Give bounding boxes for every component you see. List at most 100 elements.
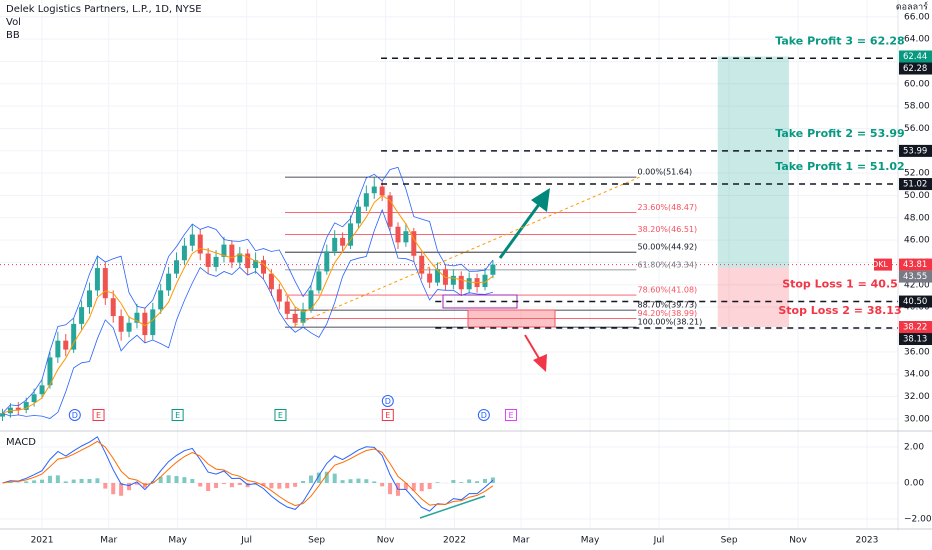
event-marker: E xyxy=(92,409,105,421)
candle-body xyxy=(213,256,219,267)
macd-histogram xyxy=(87,478,92,483)
x-tick-label: 2021 xyxy=(31,536,54,546)
candle-body xyxy=(23,402,29,410)
y-tick-label: 30.00 xyxy=(904,414,930,424)
event-marker: D xyxy=(381,395,394,407)
macd-histogram xyxy=(8,481,13,483)
price-tag-label: 43.55 xyxy=(903,272,927,282)
macd-histogram xyxy=(182,477,187,483)
candle-body xyxy=(403,231,409,243)
macd-histogram xyxy=(190,478,195,483)
fib-label: 61.80%(43.34) xyxy=(638,260,698,269)
macd-histogram xyxy=(229,482,234,488)
candle-body xyxy=(292,313,298,323)
candle-body xyxy=(324,251,330,272)
price-tag-label: 38.13 xyxy=(903,335,927,345)
down-arrow xyxy=(524,334,541,361)
level-label: Stop Loss 2 = 38.13 xyxy=(778,304,901,317)
symbol-tag-bg xyxy=(874,258,892,271)
price-tag xyxy=(899,258,932,271)
level-label: Take Profit 3 = 62.28 xyxy=(775,34,904,47)
x-tick-label: Jul xyxy=(240,536,252,546)
event-marker: E xyxy=(171,409,184,421)
moving-average xyxy=(2,194,494,414)
event-icon xyxy=(381,395,394,407)
candle-body xyxy=(268,273,274,290)
y-tick-label: 34.00 xyxy=(904,370,930,380)
price-tag xyxy=(899,50,932,63)
candle-body xyxy=(316,271,322,291)
x-tick-label: Nov xyxy=(377,536,395,546)
candle-body xyxy=(387,195,393,227)
macd-histogram xyxy=(127,482,132,491)
macd-histogram xyxy=(380,482,385,487)
candle-body xyxy=(126,322,132,332)
macd-histogram xyxy=(467,479,472,483)
macd-histogram xyxy=(24,481,29,483)
candle-body xyxy=(55,340,61,358)
event-icon xyxy=(68,409,81,421)
event-icon xyxy=(504,409,517,421)
candle-body xyxy=(47,357,53,386)
event-icon xyxy=(477,409,490,421)
macd-trend-line xyxy=(419,495,486,519)
candle-body xyxy=(379,186,385,196)
candle-body xyxy=(150,309,156,336)
macd-histogram xyxy=(206,482,211,491)
macd-tick-label: −2.00 xyxy=(904,514,932,524)
price-tag xyxy=(899,270,932,283)
x-tick-label: May xyxy=(168,536,187,546)
candle-body xyxy=(181,245,187,261)
level-label: Stop Loss 1 = 40.5 xyxy=(782,278,898,291)
down-arrow-head xyxy=(533,354,547,372)
macd-histogram xyxy=(427,482,432,490)
macd-histogram xyxy=(79,478,84,483)
y-tick-label: 52.00 xyxy=(904,169,930,179)
candle-body xyxy=(450,275,456,285)
price-tag-label: 43.81 xyxy=(903,260,927,270)
price-tag xyxy=(899,295,932,308)
macd-histogram xyxy=(166,475,171,483)
price-tag-label: 51.02 xyxy=(903,180,927,190)
bb-upper xyxy=(2,166,494,414)
up-arrow-head xyxy=(531,188,550,212)
x-tick-label: Sep xyxy=(308,536,325,546)
event-icon xyxy=(381,409,394,421)
x-tick-label: May xyxy=(581,536,600,546)
candle-body xyxy=(435,269,441,283)
macd-histogram xyxy=(340,480,345,483)
candle-body xyxy=(229,244,235,263)
macd-histogram xyxy=(261,482,266,487)
candle-body xyxy=(118,316,124,332)
candle-body xyxy=(79,307,85,324)
fib-label: 0.00%(51.64) xyxy=(638,168,693,177)
event-label: D xyxy=(481,411,487,420)
candle-body xyxy=(363,193,369,207)
y-tick-label: 58.00 xyxy=(904,102,930,112)
loss-zone xyxy=(717,267,789,328)
macd-label: MACD xyxy=(6,437,36,448)
y-tick-label: 56.00 xyxy=(904,124,930,134)
candle-body xyxy=(205,253,211,267)
macd-histogram xyxy=(63,481,68,483)
y-tick-label: 32.00 xyxy=(904,392,930,402)
event-label: E xyxy=(385,411,390,420)
event-marker: D xyxy=(68,409,81,421)
x-tick-label: Jul xyxy=(653,536,665,546)
macd-histogram xyxy=(158,476,163,483)
fib-label: 100.00%(38.21) xyxy=(638,318,703,327)
candle-body xyxy=(142,312,148,336)
macd-tick-label: 0.00 xyxy=(904,478,924,488)
y-tick-label: 50.00 xyxy=(904,191,930,201)
price-tag xyxy=(899,144,932,157)
x-tick-label: Sep xyxy=(721,536,738,546)
macd-histogram xyxy=(316,472,321,483)
event-marker: D xyxy=(477,409,490,421)
candle-body xyxy=(253,260,259,269)
indicator-label: Vol xyxy=(6,17,21,28)
price-tag xyxy=(899,62,932,75)
macd-tick-label: 2.00 xyxy=(904,442,924,452)
candle-body xyxy=(348,223,354,246)
candle-body xyxy=(39,385,45,395)
